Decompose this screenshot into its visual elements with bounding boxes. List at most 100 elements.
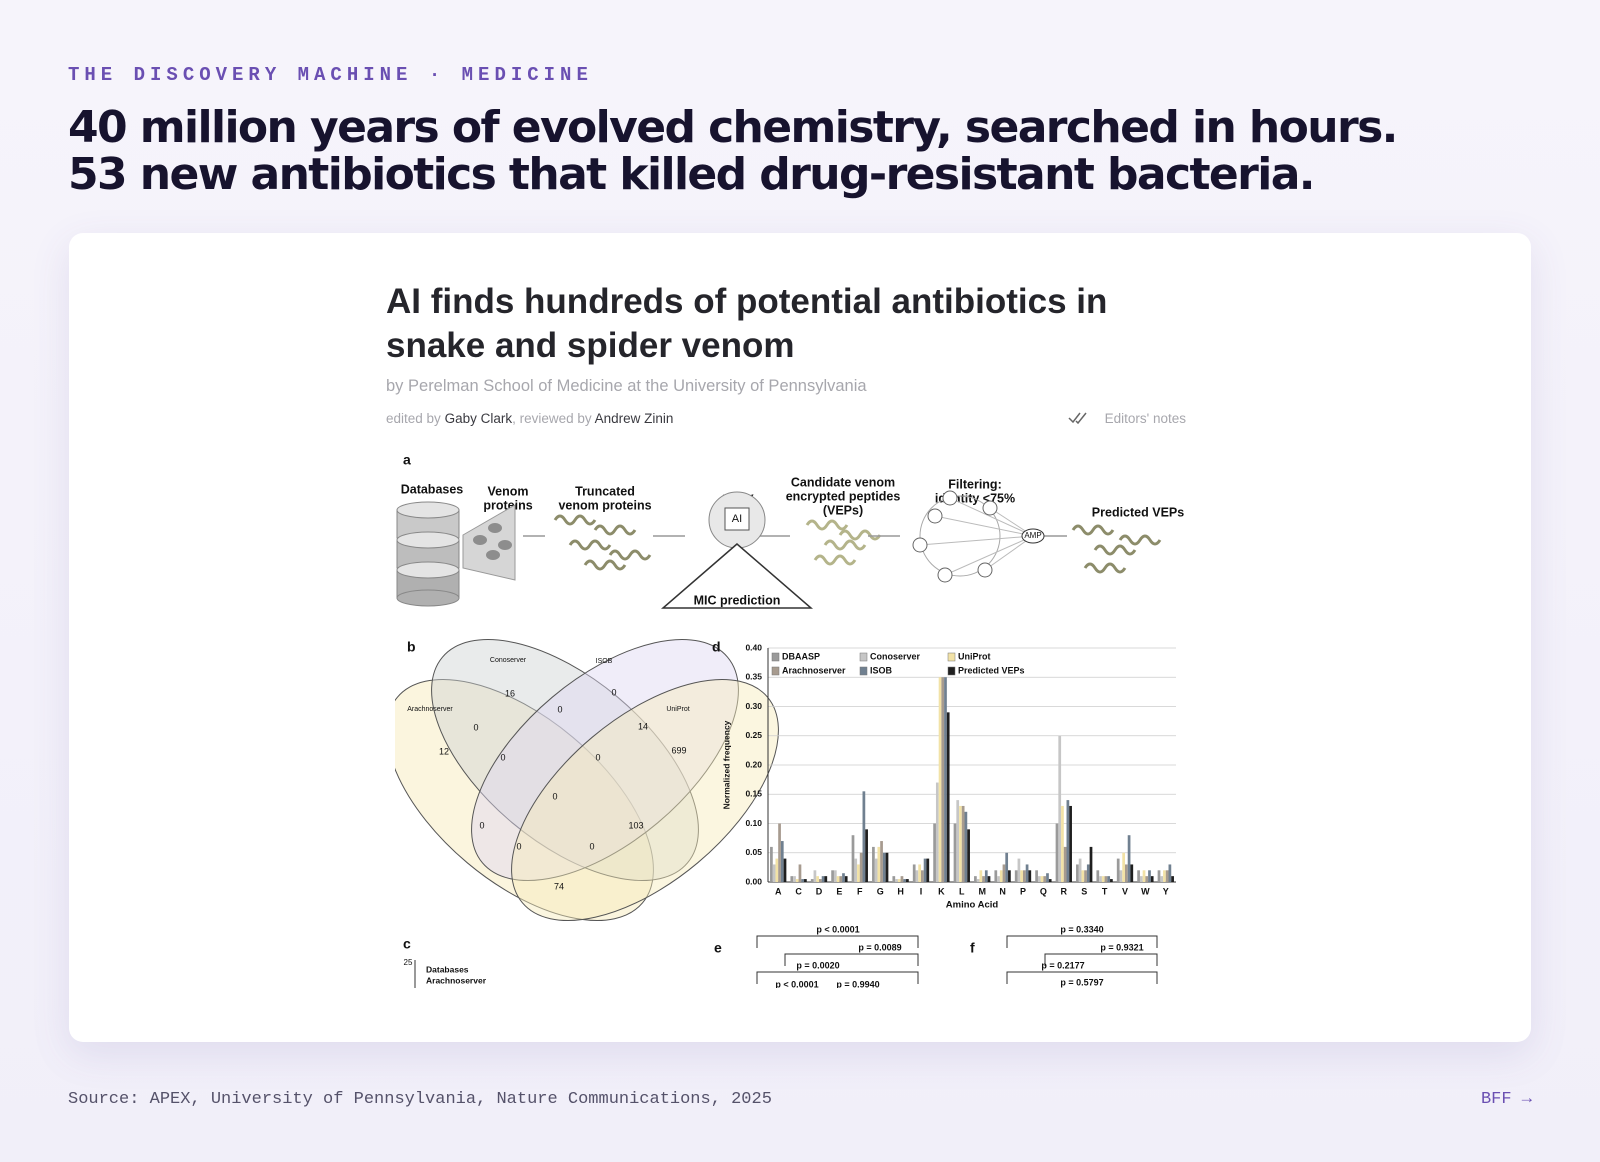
bar (1020, 870, 1023, 882)
edge (949, 497, 1034, 537)
bar (1086, 864, 1090, 882)
bar (842, 873, 845, 882)
venn-count: 0 (473, 722, 478, 732)
venom-funnel (462, 504, 516, 581)
venn-count: 0 (479, 820, 484, 830)
venn-count: 0 (595, 752, 600, 762)
bar (1043, 876, 1047, 882)
bar (833, 870, 837, 882)
peptide (1071, 524, 1115, 536)
peptide (608, 549, 652, 561)
bar (770, 846, 773, 882)
protein-blob (486, 550, 500, 560)
amp-node (1021, 528, 1045, 544)
step-label: proteins (483, 498, 532, 512)
bracket (756, 971, 919, 984)
protein-blob (488, 523, 502, 533)
venn-set-label: UniProt (666, 706, 689, 713)
x-tick-label: C (795, 886, 802, 896)
bar (895, 879, 898, 882)
node (977, 562, 993, 578)
x-tick-label: P (1020, 886, 1026, 896)
bar (1069, 805, 1072, 882)
legend-swatch (859, 666, 868, 676)
step-label: Databases (401, 482, 464, 496)
bracket (1006, 935, 1158, 948)
venn-set-label: ISOB (596, 658, 613, 665)
editors: edited by Gaby Clark, reviewed by Andrew… (386, 411, 673, 426)
bar (987, 876, 991, 882)
venn-count: 0 (516, 841, 521, 851)
db-bottom (396, 589, 460, 607)
bar (1148, 870, 1151, 882)
editors-notes[interactable]: Editors' notes (1104, 411, 1186, 426)
legend-swatch (859, 652, 868, 662)
x-tick-label: A (775, 886, 782, 896)
venn-count: 103 (628, 820, 643, 830)
p-value: p = 0.0089 (858, 942, 901, 952)
edge (934, 515, 1034, 537)
bar (1040, 876, 1044, 882)
step-label: venom proteins (558, 498, 651, 512)
bar (1023, 870, 1026, 882)
bracket (784, 953, 919, 966)
bar (859, 852, 863, 882)
bar (793, 876, 796, 882)
bar (831, 870, 834, 882)
bar (938, 677, 942, 882)
panel-label: c (403, 936, 411, 952)
y-tick-label: 0.10 (745, 818, 762, 828)
bar (810, 879, 814, 882)
bar (836, 876, 840, 882)
bar (1137, 870, 1140, 882)
bar (824, 876, 828, 882)
bar (959, 805, 962, 882)
bar (1084, 870, 1087, 882)
bar (804, 879, 807, 882)
bar (1157, 870, 1161, 882)
check-icon (1068, 412, 1087, 425)
bar (1096, 870, 1100, 882)
y-axis-title: Normalized frequency (721, 720, 731, 809)
panel-label: b (407, 639, 416, 655)
x-tick-label: D (816, 886, 823, 896)
x-tick-label: K (938, 886, 945, 896)
bar (816, 876, 819, 882)
peptide (1093, 544, 1137, 556)
bar (912, 864, 916, 882)
y-tick-label: 0.40 (745, 642, 762, 652)
y-tick-label: 0.15 (745, 789, 762, 799)
bar (915, 870, 919, 882)
node (912, 537, 928, 553)
bar (872, 846, 875, 882)
bar (857, 864, 860, 882)
panel-label: f (970, 940, 975, 956)
bar (1002, 864, 1006, 882)
step-label: (VEPs) (823, 503, 863, 517)
x-tick-label: H (897, 886, 904, 896)
bar (897, 879, 901, 882)
bar (775, 858, 779, 882)
x-tick-label: Q (1040, 886, 1047, 896)
peptide (813, 554, 857, 566)
p-value: p = 0.3340 (1060, 924, 1103, 934)
venn-set (431, 638, 699, 882)
editor[interactable]: Gaby Clark (444, 411, 513, 426)
bar (1171, 876, 1174, 882)
bar (923, 858, 927, 882)
protein-blob (473, 535, 487, 545)
bar (1063, 846, 1067, 882)
reviewer[interactable]: Andrew Zinin (594, 411, 674, 426)
x-tick-label: I (920, 886, 923, 896)
bar (906, 879, 909, 882)
venn-count: 0 (500, 752, 505, 762)
bar (1101, 876, 1105, 882)
bar (882, 852, 886, 882)
brand-link[interactable]: BFF → (1480, 1090, 1532, 1109)
y-tick-label: 0.05 (745, 847, 762, 857)
bar (1037, 876, 1041, 882)
bar (999, 870, 1003, 882)
p-value: p < 0.0001 (816, 924, 859, 934)
bar (933, 823, 936, 882)
